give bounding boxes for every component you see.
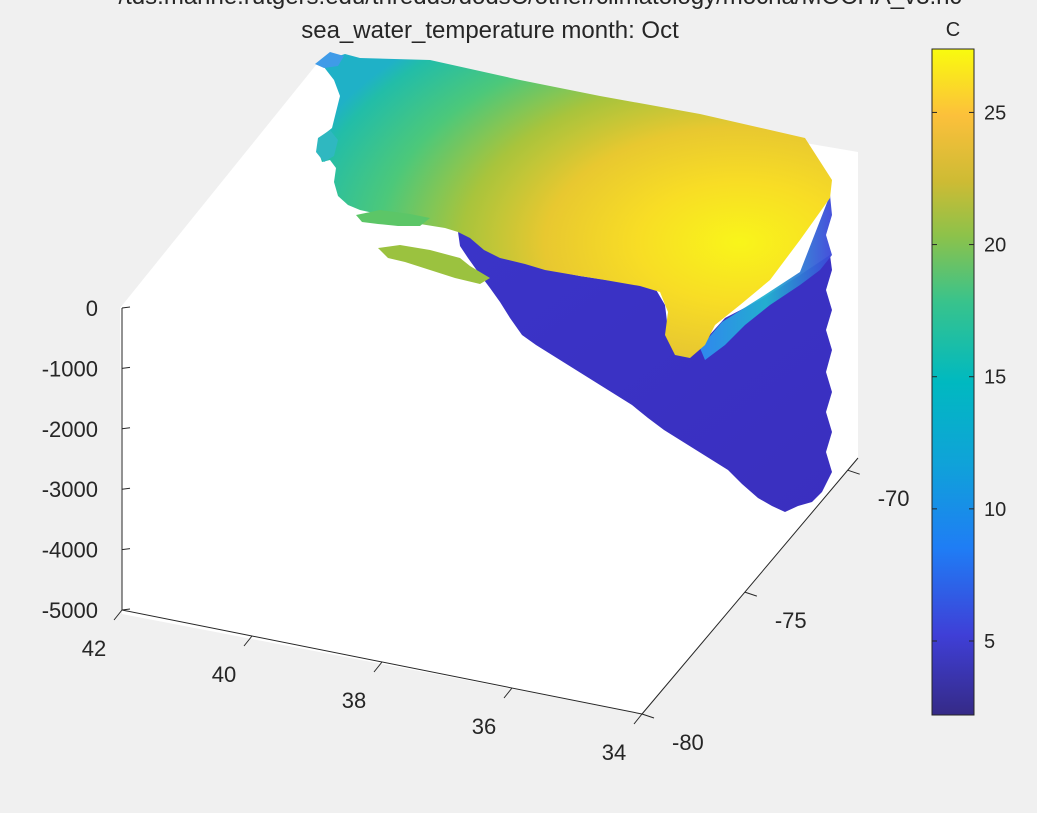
title-line2: sea_water_temperature month: Oct bbox=[301, 17, 679, 44]
coastal-fragment bbox=[356, 210, 430, 226]
colorbar-tick-label: 15 bbox=[984, 367, 1006, 389]
z-tick-label: -4000 bbox=[42, 538, 98, 563]
colorbar-label: C bbox=[946, 19, 960, 41]
z-tick-mark bbox=[121, 487, 131, 490]
z-tick-label: 0 bbox=[86, 296, 98, 321]
lon-tick-label: -75 bbox=[775, 608, 807, 633]
lat-tick-label: 40 bbox=[212, 662, 236, 687]
lat-tick-label: 34 bbox=[602, 740, 626, 765]
lon-tick-label: -80 bbox=[672, 730, 704, 755]
z-tick-mark bbox=[121, 548, 131, 551]
lon-tick-mark bbox=[744, 591, 758, 597]
lat-tick-label: 42 bbox=[82, 636, 106, 661]
lat-tick-mark bbox=[113, 609, 123, 621]
lon-axis-ticks: -80 -75 -70 bbox=[641, 469, 910, 755]
shelf-slope-surface bbox=[700, 195, 832, 360]
colorbar-tick-label: 10 bbox=[984, 499, 1006, 521]
colorbar-ticks: 5 10 15 20 25 bbox=[932, 102, 1006, 653]
deep-ocean-surface bbox=[458, 232, 832, 512]
title-line1: /tds.marine.rutgers.edu/thredds/dodsC/ot… bbox=[118, 0, 961, 10]
lat-tick-mark bbox=[373, 661, 383, 673]
z-tick-label: -1000 bbox=[42, 356, 98, 381]
colorbar-tick-label: 25 bbox=[984, 102, 1006, 124]
z-tick-label: -5000 bbox=[42, 598, 98, 623]
z-tick-mark bbox=[121, 366, 131, 369]
lon-tick-mark bbox=[847, 469, 860, 475]
lat-tick-mark bbox=[633, 713, 643, 725]
colorbar bbox=[931, 48, 975, 716]
lon-tick-label: -70 bbox=[878, 486, 910, 511]
z-axis-ticks: 0 -1000 -2000 -3000 -4000 -5000 bbox=[42, 296, 131, 623]
coastal-fragment bbox=[315, 52, 344, 68]
z-tick-label: -2000 bbox=[42, 417, 98, 442]
colorbar-tick-label: 5 bbox=[984, 631, 995, 653]
coastal-fragment bbox=[378, 245, 490, 284]
lat-tick-mark bbox=[503, 687, 513, 699]
coastal-fragment bbox=[316, 130, 338, 162]
z-tick-mark bbox=[121, 427, 131, 430]
lon-tick-mark bbox=[641, 713, 655, 719]
lat-tick-mark bbox=[243, 635, 253, 647]
lat-axis-ticks: 42 40 38 36 34 bbox=[82, 609, 643, 765]
z-tick-mark bbox=[121, 306, 131, 309]
z-tick-label: -3000 bbox=[42, 477, 98, 502]
colorbar-tick-label: 20 bbox=[984, 235, 1006, 257]
lat-tick-label: 38 bbox=[342, 688, 366, 713]
upper-temperature-surface bbox=[318, 54, 832, 358]
lat-tick-label: 36 bbox=[472, 714, 496, 739]
lon-axis-line bbox=[641, 457, 859, 715]
z-tick-mark bbox=[121, 608, 131, 611]
